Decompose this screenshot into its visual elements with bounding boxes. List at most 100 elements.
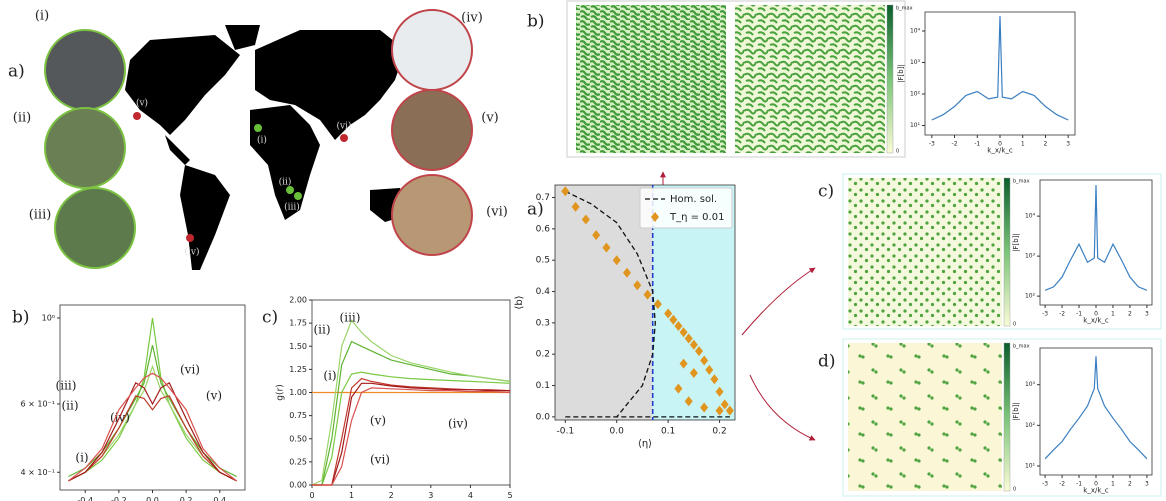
- x-tick-label: 3: [1066, 140, 1070, 147]
- x-tick-label: 0: [1094, 310, 1098, 317]
- site-marker: [340, 134, 348, 142]
- y-tick-label: 1.00: [289, 388, 307, 397]
- data-point: [725, 405, 734, 416]
- panel-frame: [842, 173, 1162, 330]
- y-tick-label: 10²: [1025, 422, 1036, 429]
- world-map: [125, 25, 408, 270]
- y-axis-label: |F[b]|: [1012, 402, 1020, 421]
- x-tick-label: -0.4: [77, 496, 93, 501]
- data-point: [664, 308, 673, 319]
- data-point: [674, 321, 683, 331]
- legend-swatch: [651, 212, 659, 222]
- pattern-image: [848, 178, 1002, 326]
- x-tick-label: -2: [1059, 310, 1065, 317]
- data-point: [679, 327, 688, 338]
- x-tick-label: 0.2: [180, 496, 193, 501]
- site-photo: [391, 9, 473, 91]
- y-tick-label: 0.4: [536, 287, 551, 297]
- y-axis-label: ⟨b⟩: [514, 295, 525, 309]
- pattern-image: [735, 5, 885, 153]
- x-tick-label: 0: [309, 491, 314, 500]
- data-line: [1044, 356, 1148, 460]
- photo-label: (iii): [29, 208, 52, 223]
- y-tick-label: 10³: [910, 59, 921, 66]
- panel-frame: [842, 338, 1162, 497]
- photo-label: (iv): [461, 11, 483, 26]
- data-point: [623, 267, 631, 278]
- x-tick-label: 0.2: [712, 427, 726, 437]
- y-tick-label: 0.50: [289, 434, 307, 443]
- y-tick-label: 0.6: [536, 224, 551, 234]
- x-tick-label: -0.2: [111, 496, 127, 501]
- data-point: [653, 299, 662, 310]
- data-point: [705, 364, 714, 375]
- pattern-image: [848, 343, 1002, 491]
- x-tick-label: 5: [507, 491, 512, 500]
- colorbar-label: 0: [896, 149, 899, 155]
- data-point: [669, 314, 678, 325]
- y-tick-label: 2.00: [289, 296, 307, 305]
- y-tick-label: 6 × 10⁻¹: [21, 399, 56, 408]
- x-tick-label: 0.1: [661, 427, 675, 437]
- colorbar-label: 0: [1013, 322, 1016, 328]
- y-axis-label: g(r): [276, 384, 286, 400]
- data-point: [612, 255, 621, 266]
- y-tick-label: 10³: [1025, 253, 1036, 260]
- x-tick-label: 0.0: [610, 427, 625, 437]
- x-tick-label: -2: [1059, 480, 1065, 487]
- data-point: [674, 383, 683, 394]
- data-point: [720, 399, 729, 410]
- y-tick-label: 0.25: [289, 457, 307, 466]
- y-tick-label: 10²: [910, 91, 921, 98]
- y-tick-label: 0.3: [536, 318, 550, 328]
- series-label: (vi): [370, 453, 390, 467]
- panel-label: a): [8, 62, 25, 82]
- data-line: [68, 395, 237, 482]
- site-photo: [44, 107, 126, 189]
- data-point: [710, 374, 719, 385]
- x-tick-label: 3: [428, 491, 433, 500]
- series-label: (iv): [448, 417, 468, 431]
- data-point: [592, 230, 601, 241]
- data-line: [68, 382, 237, 482]
- x-tick-label: 2: [1128, 310, 1132, 317]
- y-tick-label: 10¹: [1025, 462, 1036, 469]
- x-tick-label: 2: [1128, 480, 1132, 487]
- x-tick-label: 2: [389, 491, 394, 500]
- data-line: [68, 317, 237, 482]
- x-tick-label: 0.0: [146, 496, 159, 501]
- y-tick-label: 10⁰: [42, 313, 55, 322]
- site-photo: [54, 187, 136, 269]
- y-tick-label: 1.75: [289, 319, 307, 328]
- marker-label: (iii): [284, 202, 300, 213]
- data-point: [684, 396, 693, 407]
- x-tick-label: -3: [1042, 480, 1048, 487]
- x-tick-label: 2: [1044, 140, 1048, 147]
- panel-label: d): [818, 352, 836, 372]
- site-marker: [286, 186, 294, 194]
- y-tick-label: 0.5: [536, 256, 550, 266]
- x-tick-label: 0.4: [213, 496, 226, 501]
- marker-label: (ii): [279, 177, 292, 188]
- data-line: [68, 372, 237, 482]
- y-tick-label: 0.00: [289, 481, 307, 490]
- colorbar: [886, 4, 894, 154]
- y-tick-label: 0.1: [536, 381, 550, 391]
- series-label: (ii): [313, 323, 330, 337]
- data-line: [312, 382, 510, 486]
- x-tick-label: -3: [929, 140, 935, 147]
- y-tick-label: 10⁴: [1025, 213, 1036, 220]
- x-tick-label: 4: [468, 491, 473, 500]
- series-label: (vi): [180, 363, 200, 377]
- x-tick-label: -1: [974, 140, 980, 147]
- y-tick-label: 0.0: [536, 412, 551, 422]
- site-photo: [44, 29, 126, 111]
- y-tick-label: 1.50: [289, 342, 307, 351]
- series-label: (ii): [61, 399, 78, 413]
- data-point: [602, 242, 611, 253]
- colorbar: [1003, 342, 1011, 492]
- x-tick-label: 1: [349, 491, 354, 500]
- x-tick-label: 1: [1111, 480, 1115, 487]
- data-point: [700, 355, 709, 366]
- marker-label: (iv): [185, 247, 200, 258]
